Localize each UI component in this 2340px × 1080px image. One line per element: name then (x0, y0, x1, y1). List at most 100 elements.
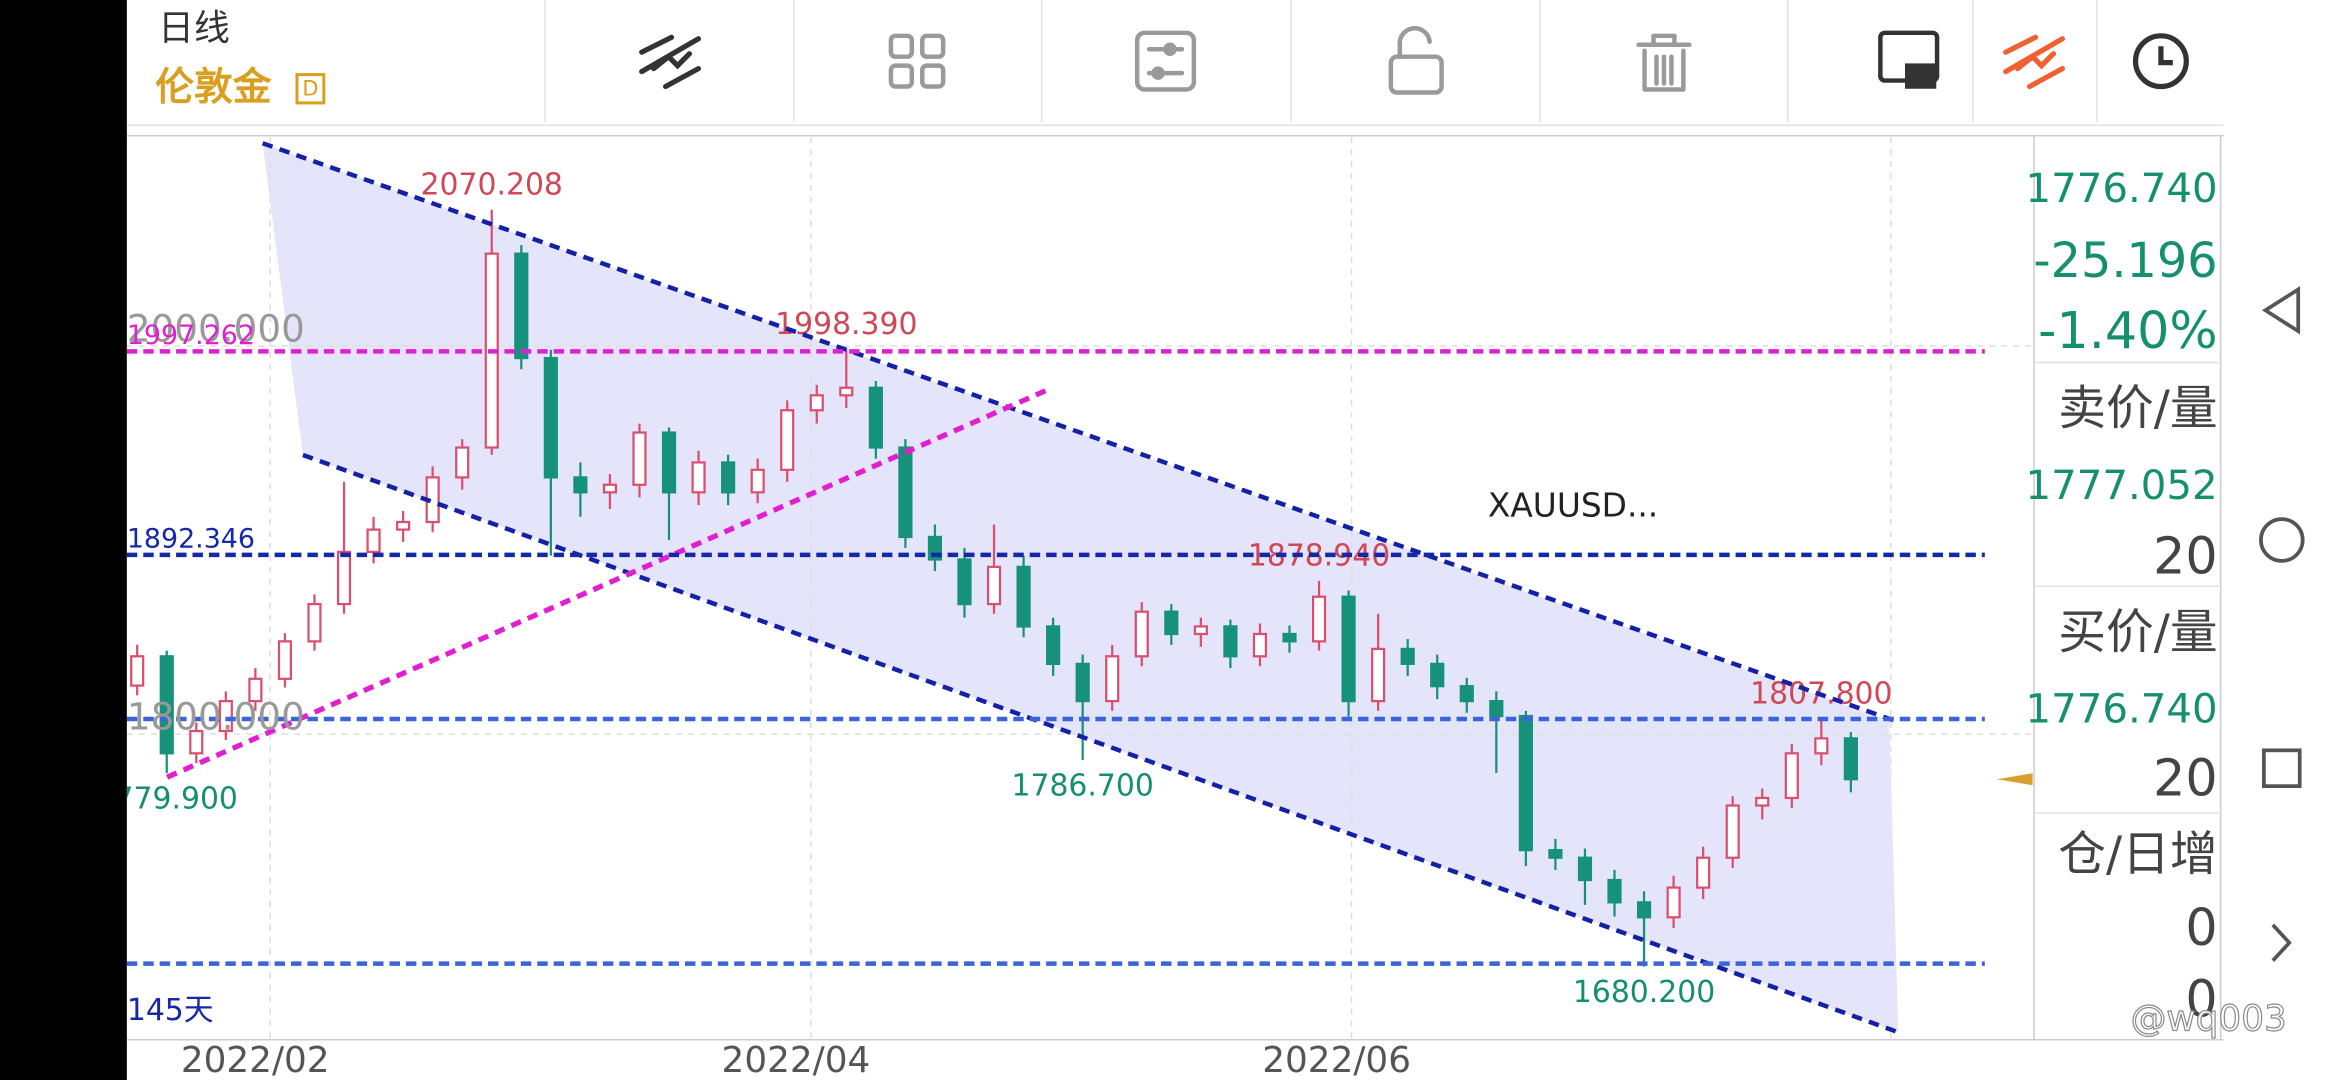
open-interest: 0 (2185, 898, 2217, 957)
candle-body (661, 431, 677, 494)
plot (126, 137, 2035, 1040)
candle-body (750, 468, 765, 494)
candle-body (691, 461, 706, 494)
change-pct: -1.40% (2038, 301, 2217, 360)
candle-body (1400, 647, 1415, 665)
candle-body (1755, 796, 1770, 807)
candle-body (307, 602, 322, 643)
delete-button[interactable] (1636, 33, 1692, 92)
recents-button[interactable] (2262, 748, 2302, 788)
x-tick-label: 2022/04 (722, 1040, 871, 1080)
candle-body (1548, 849, 1563, 859)
price-label: 1998.390 (775, 307, 917, 342)
candle-body (1164, 610, 1179, 636)
drawings: 2070.2081998.3901878.9401807.8001779.900… (126, 141, 1985, 1035)
candle-body (1725, 804, 1740, 859)
channel-line (302, 452, 1900, 1035)
candle-body (1223, 625, 1238, 658)
home-button[interactable] (2259, 517, 2305, 563)
clock-button[interactable] (2132, 33, 2189, 90)
lock-button[interactable] (1388, 26, 1444, 95)
candle-body (1459, 685, 1474, 703)
candle-body (809, 394, 824, 412)
drawing-annotation: XAUUSD... (1488, 487, 1658, 525)
candle-body (159, 655, 174, 755)
back-button[interactable] (2261, 285, 2301, 335)
price-label: 2070.208 (421, 167, 563, 202)
candle-body (957, 558, 972, 606)
candle-body (986, 565, 1002, 606)
bid-volume: 20 (2153, 749, 2218, 808)
candle-body (189, 729, 204, 755)
expand-button[interactable] (2271, 923, 2292, 962)
candle-body (1696, 856, 1711, 889)
quote-panel: 1776.740 -25.196 -1.40% 卖价/量 1777.052 20… (2025, 166, 2221, 1028)
y-tick-label: 1800.000 (127, 695, 305, 739)
unlock-screen-button[interactable] (1878, 30, 1940, 89)
candle-body (632, 431, 647, 486)
price-line-label: 1997.262 (127, 320, 255, 351)
layout-button[interactable] (888, 33, 946, 89)
candle-body (1843, 737, 1858, 781)
price-line-label: 1892.346 (127, 524, 255, 555)
ask-volume: 20 (2153, 526, 2218, 585)
candle-body (543, 356, 558, 479)
nav-bar (2259, 285, 2305, 962)
ask-label: 卖价/量 (2058, 382, 2217, 437)
candle-body (1046, 625, 1061, 665)
symbol[interactable]: 伦敦金 (155, 65, 272, 110)
candle-body (839, 386, 854, 397)
candle-body (336, 550, 352, 606)
candle-body (1489, 700, 1504, 718)
toolbar: 日线 伦敦金 D (126, 0, 2224, 127)
badge: D (302, 77, 318, 101)
bid-label: 买价/量 (2058, 605, 2217, 660)
candle-body (927, 535, 943, 561)
oi-label: 仓/日增 (2058, 828, 2217, 883)
channel-line (261, 141, 1900, 725)
candle-body (1666, 886, 1681, 919)
y-tick-label: 2000.000 (127, 307, 305, 351)
candle-body (1282, 632, 1297, 643)
candle-body (1134, 610, 1149, 658)
bid-price: 1776.740 (2025, 687, 2217, 733)
settings-button[interactable] (1134, 30, 1197, 92)
oi-change: 0 (2185, 969, 2217, 1028)
candle-body (898, 446, 913, 539)
candle-body (1636, 901, 1652, 919)
draw-active-button[interactable] (2003, 34, 2066, 90)
candle-body (218, 700, 233, 733)
candle-body (1075, 662, 1090, 703)
candle-body (277, 640, 293, 680)
price-label: 1680.200 (1573, 975, 1715, 1010)
candle-body (455, 446, 470, 479)
draw-line-button[interactable] (639, 34, 702, 90)
candle-body (1371, 647, 1386, 703)
period[interactable]: 日线 (158, 8, 230, 49)
price-label: 1786.700 (1011, 768, 1153, 803)
watermark: @wq003 (2131, 998, 2287, 1039)
x-tick-label: 2022/06 (1262, 1040, 1411, 1080)
candle-body (1430, 662, 1445, 688)
candle-body (1016, 565, 1031, 628)
candle-body (721, 461, 736, 494)
candle-body (1341, 595, 1356, 703)
last-price: 1776.740 (2025, 166, 2217, 212)
candle-body (1193, 625, 1208, 636)
candle-body (573, 476, 588, 494)
channel-area (262, 143, 1899, 1033)
change: -25.196 (2033, 234, 2217, 289)
candle-body (780, 409, 795, 471)
candle-body (396, 520, 411, 531)
candle-body (1577, 856, 1593, 882)
candle-body (1518, 714, 1533, 852)
candle-body (130, 655, 145, 687)
ask-price: 1777.052 (2025, 463, 2217, 509)
candle-body (1105, 655, 1120, 703)
candle-body (248, 677, 263, 703)
candle-body (1252, 632, 1268, 658)
candle-body (514, 252, 529, 360)
candle-body (868, 386, 883, 449)
days-label: 145天 (127, 993, 214, 1028)
